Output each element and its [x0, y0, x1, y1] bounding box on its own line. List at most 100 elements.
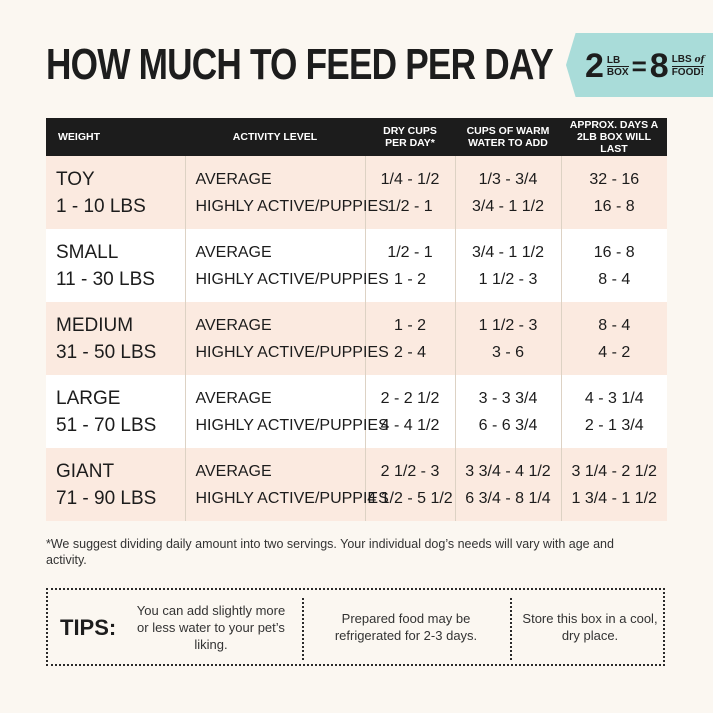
badge-right-lbs: LBS: [671, 54, 692, 65]
tip-water: You can add slightly more or less water …: [136, 603, 286, 652]
weight-range: 11 - 30 LBS: [56, 268, 155, 290]
activity-high: HIGHLY ACTIVE/PUPPIES: [195, 197, 389, 215]
water-high: 6 3/4 - 8 1/4: [465, 489, 551, 507]
size-label: TOY: [56, 168, 95, 190]
days-cell: 8 - 4 4 - 2: [561, 302, 667, 375]
activity-high: HIGHLY ACTIVE/PUPPIES: [195, 416, 389, 434]
activity-cell: AVERAGE HIGHLY ACTIVE/PUPPIES: [185, 229, 389, 302]
header-days: APPROX. DAYS A 2LB BOX WILL LAST: [561, 118, 667, 156]
header-water-line2: WATER TO ADD: [468, 137, 548, 149]
water-high: 3/4 - 1 1/2: [471, 197, 545, 215]
header-dry-line1: DRY CUPS: [383, 125, 437, 137]
days-average: 16 - 8: [593, 243, 635, 261]
activity-average: AVERAGE: [195, 170, 272, 188]
badge-equals: =: [631, 51, 647, 81]
activity-cell: AVERAGE HIGHLY ACTIVE/PUPPIES: [185, 156, 389, 229]
page-title: HOW MUCH TO FEED PER DAY: [46, 40, 554, 89]
dry-high: 1/2 - 1: [387, 197, 433, 215]
tips-divider: [510, 598, 512, 660]
days-cell: 32 - 16 16 - 8: [561, 156, 667, 229]
dry-high: 4 - 4 1/2: [380, 416, 440, 434]
header-activity: ACTIVITY LEVEL: [185, 118, 365, 156]
days-cell: 3 1/4 - 2 1/2 1 3/4 - 1 1/2: [561, 448, 667, 521]
dry-cups-cell: 1/2 - 1 1 - 2: [365, 229, 456, 302]
activity-average: AVERAGE: [195, 462, 272, 480]
header-days-line1: APPROX. DAYS A: [569, 119, 659, 131]
dry-high: 2 - 4: [393, 343, 426, 361]
badge-left-unit-bottom: BOX: [606, 66, 629, 78]
weight-cell: GIANT 71 - 90 LBS: [46, 448, 186, 521]
water-average: 1 1/2 - 3: [478, 316, 538, 334]
days-high: 4 - 2: [598, 343, 631, 361]
days-high: 2 - 1 3/4: [584, 416, 644, 434]
table-row: SMALL 11 - 30 LBS AVERAGE HIGHLY ACTIVE/PU…: [46, 229, 667, 302]
days-high: 8 - 4: [598, 270, 631, 288]
tips-divider: [302, 598, 304, 660]
dry-cups-cell: 2 1/2 - 3 4 1/2 - 5 1/2: [365, 448, 456, 521]
conversion-badge-text: 2 LB BOX = 8 LBS of FOOD!: [585, 44, 705, 88]
weight-cell: TOY 1 - 10 LBS: [46, 156, 186, 229]
water-cell: 1 1/2 - 3 3 - 6: [455, 302, 562, 375]
badge-right-unit-bottom: FOOD!: [671, 67, 704, 78]
dry-cups-cell: 1 - 2 2 - 4: [365, 302, 456, 375]
table-header-row: WEIGHT ACTIVITY LEVEL DRY CUPS PER DAY* C…: [46, 118, 667, 156]
water-average: 3 3/4 - 4 1/2: [465, 462, 551, 480]
days-cell: 4 - 3 1/4 2 - 1 3/4: [561, 375, 667, 448]
water-cell: 3 3/4 - 4 1/2 6 3/4 - 8 1/4: [455, 448, 562, 521]
size-label: GIANT: [56, 460, 115, 482]
weight-range: 51 - 70 LBS: [56, 414, 157, 436]
size-label: LARGE: [56, 387, 121, 409]
activity-average: AVERAGE: [195, 316, 272, 334]
conversion-badge: [566, 33, 713, 97]
days-cell: 16 - 8 8 - 4: [561, 229, 667, 302]
size-label: MEDIUM: [56, 314, 134, 336]
badge-right-number: 8: [649, 47, 669, 85]
activity-average: AVERAGE: [195, 243, 272, 261]
water-high: 3 - 6: [491, 343, 524, 361]
days-average: 3 1/4 - 2 1/2: [571, 462, 657, 480]
water-high: 6 - 6 3/4: [478, 416, 538, 434]
weight-range: 1 - 10 LBS: [56, 195, 146, 217]
badge-left-unit-top: LB: [606, 55, 629, 67]
header-dry-line2: PER DAY*: [385, 137, 435, 149]
weight-range: 31 - 50 LBS: [56, 341, 157, 363]
activity-high: HIGHLY ACTIVE/PUPPIES: [195, 343, 389, 361]
days-average: 4 - 3 1/4: [584, 389, 644, 407]
badge-right-of: of: [694, 55, 705, 65]
tip-storage: Store this box in a cool, dry place.: [522, 611, 658, 643]
days-average: 32 - 16: [589, 170, 640, 188]
days-high: 16 - 8: [593, 197, 635, 215]
badge-left-unit: LB BOX: [606, 55, 629, 78]
water-average: 1/3 - 3/4: [478, 170, 538, 188]
table-row: LARGE 51 - 70 LBS AVERAGE HIGHLY ACTIVE/PU…: [46, 375, 667, 448]
header-water-line1: CUPS OF WARM: [466, 125, 550, 137]
table-row: GIANT 71 - 90 LBS AVERAGE HIGHLY ACTIVE/PU…: [46, 448, 667, 521]
dry-average: 2 - 2 1/2: [380, 389, 440, 407]
dry-average: 2 1/2 - 3: [380, 462, 440, 480]
badge-left-number: 2: [585, 47, 604, 85]
water-high: 1 1/2 - 3: [478, 270, 538, 288]
header-water: CUPS OF WARM WATER TO ADD: [455, 118, 561, 156]
tip-refrigerate: Prepared food may be refrigerated for 2-…: [334, 611, 478, 643]
table-row: MEDIUM 31 - 50 LBS AVERAGE HIGHLY ACTIVE/P…: [46, 302, 667, 375]
weight-cell: MEDIUM 31 - 50 LBS: [46, 302, 186, 375]
water-average: 3/4 - 1 1/2: [471, 243, 545, 261]
days-average: 8 - 4: [598, 316, 631, 334]
water-cell: 1/3 - 3/4 3/4 - 1 1/2: [455, 156, 562, 229]
header-dry-cups: DRY CUPS PER DAY*: [365, 118, 455, 156]
activity-cell: AVERAGE HIGHLY ACTIVE/PUPPIES: [185, 448, 389, 521]
dry-high: 1 - 2: [393, 270, 426, 288]
tips-box: TIPS: You can add slightly more or less …: [46, 588, 665, 666]
dry-cups-cell: 2 - 2 1/2 4 - 4 1/2: [365, 375, 456, 448]
dry-average: 1 - 2: [393, 316, 426, 334]
footnote: *We suggest dividing daily amount into t…: [46, 537, 614, 567]
activity-cell: AVERAGE HIGHLY ACTIVE/PUPPIES: [185, 375, 389, 448]
weight-range: 71 - 90 LBS: [56, 487, 157, 509]
header-days-line2: 2LB BOX WILL LAST: [576, 131, 652, 155]
activity-average: AVERAGE: [195, 389, 272, 407]
size-label: SMALL: [56, 241, 119, 263]
feeding-table: WEIGHT ACTIVITY LEVEL DRY CUPS PER DAY* C…: [46, 118, 667, 521]
days-high: 1 3/4 - 1 1/2: [571, 489, 657, 507]
weight-cell: SMALL 11 - 30 LBS: [46, 229, 186, 302]
badge-right-unit: LBS of FOOD!: [671, 54, 705, 78]
